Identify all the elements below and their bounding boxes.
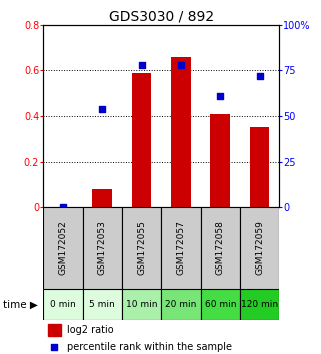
Point xyxy=(178,62,184,68)
Bar xyxy=(83,289,122,320)
Point xyxy=(60,204,65,210)
Bar xyxy=(171,57,191,207)
Bar xyxy=(161,289,201,320)
Bar xyxy=(161,207,201,289)
Text: log2 ratio: log2 ratio xyxy=(67,325,114,335)
Bar xyxy=(122,289,161,320)
Bar xyxy=(43,289,83,320)
Text: GSM172053: GSM172053 xyxy=(98,220,107,275)
Point xyxy=(257,73,262,79)
Point xyxy=(218,93,223,99)
Text: GSM172057: GSM172057 xyxy=(177,220,186,275)
Text: GSM172055: GSM172055 xyxy=(137,220,146,275)
Bar xyxy=(43,207,83,289)
Bar xyxy=(201,207,240,289)
Point xyxy=(100,106,105,112)
Text: 0 min: 0 min xyxy=(50,300,76,309)
Bar xyxy=(240,207,279,289)
Point xyxy=(52,344,57,349)
Text: GSM172058: GSM172058 xyxy=(216,220,225,275)
Bar xyxy=(122,207,161,289)
Bar xyxy=(132,73,152,207)
Bar xyxy=(83,207,122,289)
Text: percentile rank within the sample: percentile rank within the sample xyxy=(67,342,232,352)
Text: GSM172059: GSM172059 xyxy=(255,220,264,275)
Text: 60 min: 60 min xyxy=(204,300,236,309)
Text: 5 min: 5 min xyxy=(90,300,115,309)
Text: time ▶: time ▶ xyxy=(3,299,38,309)
Text: 20 min: 20 min xyxy=(165,300,197,309)
Text: 120 min: 120 min xyxy=(241,300,278,309)
Bar xyxy=(201,289,240,320)
Bar xyxy=(48,324,61,336)
Bar xyxy=(240,289,279,320)
Point xyxy=(139,62,144,68)
Title: GDS3030 / 892: GDS3030 / 892 xyxy=(109,10,214,24)
Text: 10 min: 10 min xyxy=(126,300,157,309)
Bar xyxy=(92,189,112,207)
Bar xyxy=(250,127,269,207)
Text: GSM172052: GSM172052 xyxy=(58,221,67,275)
Bar xyxy=(211,114,230,207)
